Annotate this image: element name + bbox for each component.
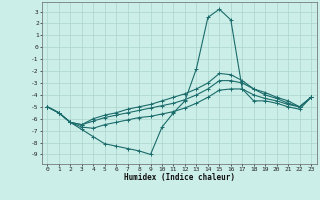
X-axis label: Humidex (Indice chaleur): Humidex (Indice chaleur) xyxy=(124,173,235,182)
